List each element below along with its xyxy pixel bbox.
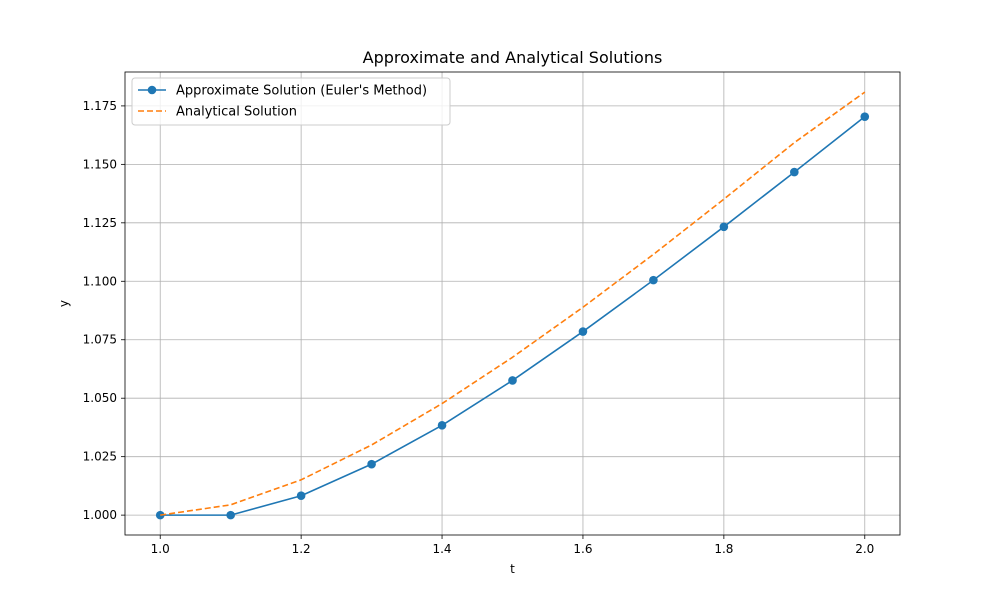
x-tick-label: 2.0 — [855, 542, 874, 556]
grid — [125, 72, 900, 535]
y-axis-label: y — [57, 300, 71, 307]
y-tick-label: 1.025 — [83, 450, 117, 464]
plot-frame — [124, 71, 901, 536]
series-group — [155, 91, 870, 520]
legend-box — [131, 77, 451, 126]
legend-label: Approximate Solution (Euler's Method) — [176, 84, 427, 99]
legend-marker — [147, 85, 157, 95]
series-point — [649, 275, 658, 285]
x-axis: 1.0 1.2 1.4 1.6 1.8 2.0 — [151, 535, 874, 556]
chart-title: Approximate and Analytical Solutions — [363, 48, 663, 67]
x-axis-label: t — [510, 562, 515, 576]
y-tick-label: 1.125 — [83, 216, 117, 230]
y-tick-label: 1.175 — [83, 99, 117, 113]
y-tick-label: 1.100 — [83, 274, 117, 288]
series-point — [508, 376, 517, 385]
series-point — [719, 222, 729, 232]
x-tick-label: 1.2 — [292, 542, 311, 556]
x-tick-label: 1.8 — [714, 542, 733, 556]
series-point — [437, 421, 447, 430]
y-axis: 1.000 1.025 1.050 1.075 1.100 1.125 1.150 1.175 — [83, 99, 125, 522]
series-point — [578, 327, 588, 336]
series-point — [296, 491, 306, 501]
legend-label: Analytical Solution — [176, 105, 297, 120]
x-tick-label: 1.0 — [151, 542, 170, 556]
series-point — [860, 112, 870, 121]
series-point — [367, 459, 376, 469]
y-tick-label: 1.150 — [83, 157, 117, 171]
series-line-2 — [160, 91, 866, 516]
y-tick-label: 1.050 — [83, 391, 117, 405]
series-point — [226, 510, 235, 520]
x-tick-label: 1.4 — [432, 542, 451, 556]
y-tick-label: 1.075 — [83, 333, 117, 347]
legend: Approximate Solution (Euler's Method) Ana… — [131, 77, 451, 126]
series-point — [155, 510, 165, 520]
series-point — [790, 167, 799, 177]
x-tick-label: 1.6 — [573, 542, 592, 556]
y-tick-label: 1.000 — [83, 508, 117, 522]
